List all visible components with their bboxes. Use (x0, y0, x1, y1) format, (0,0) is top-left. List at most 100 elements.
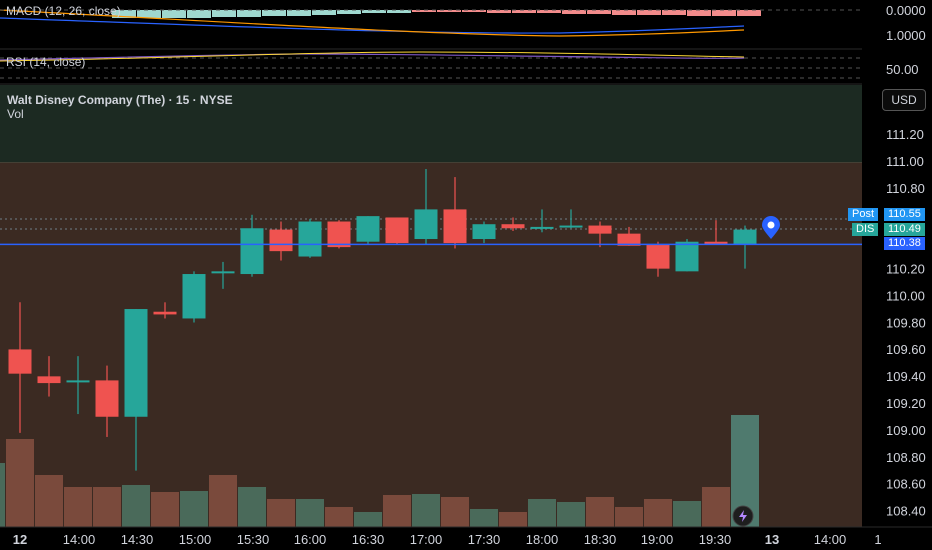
time-label: 14:00 (814, 532, 847, 547)
rsi-pane (0, 51, 862, 79)
macd-line (0, 17, 745, 34)
candle (124, 309, 148, 471)
price-tick: 111.00 (886, 154, 924, 169)
price-tick: 110.00 (886, 288, 925, 303)
volume-bar (673, 501, 701, 527)
price-tick: 109.80 (886, 315, 926, 330)
time-label: 17:30 (468, 532, 501, 547)
volume-bar (354, 512, 382, 527)
macd-bar (312, 10, 336, 15)
volume-bar (644, 499, 672, 527)
macd-bar (662, 10, 686, 15)
macd-bar (687, 10, 711, 16)
macd-bar (387, 10, 411, 13)
macd-bar (712, 10, 736, 16)
price-tick: 111.20 (886, 127, 924, 142)
candle (472, 221, 496, 244)
volume-bar (586, 497, 614, 527)
candle (588, 221, 612, 248)
price-tick: 108.60 (886, 477, 926, 492)
macd-bar (187, 10, 211, 18)
lightning-icon[interactable] (732, 505, 754, 527)
volume-bar (93, 487, 121, 527)
macd-histogram (112, 10, 761, 18)
volume-bar (499, 512, 527, 527)
macd-bar (512, 10, 536, 13)
time-label: 15:00 (179, 532, 212, 547)
rsi-legend[interactable]: RSI (14, close) (6, 55, 86, 69)
candle (153, 302, 177, 319)
volume-bar (6, 439, 34, 527)
candle (298, 218, 322, 258)
time-label: 16:30 (352, 532, 385, 547)
time-label: 19:30 (699, 532, 732, 547)
candle (704, 220, 728, 245)
time-label: 13 (765, 532, 779, 547)
macd-legend[interactable]: MACD (12, 26, close) (6, 4, 121, 18)
macd-bar (262, 10, 286, 16)
macd-bar (462, 10, 486, 12)
volume-bar (383, 495, 411, 527)
rsi-tick-50: 50.00 (886, 62, 919, 77)
post-tag-label: Post (848, 208, 879, 221)
macd-bar (562, 10, 586, 14)
price-tick: 109.00 (886, 423, 926, 438)
volume-bar (267, 499, 295, 527)
location-pin-icon[interactable] (762, 216, 780, 239)
candle (66, 356, 90, 415)
currency-button[interactable]: USD (882, 89, 926, 111)
price-tick: 108.80 (886, 450, 926, 465)
volume-legend[interactable]: Vol (7, 107, 24, 121)
dis-price-tag: 110.49 (884, 223, 925, 236)
time-axis[interactable] (0, 527, 932, 550)
candle (37, 356, 61, 397)
time-label: 15:30 (237, 532, 270, 547)
candle (240, 214, 264, 277)
symbol-title[interactable]: Walt Disney Company (The) · 15 · NYSE (7, 93, 233, 107)
candle (211, 261, 235, 289)
candle (95, 365, 119, 437)
time-label: 12 (13, 532, 27, 547)
macd-bar (287, 10, 311, 16)
candle (356, 216, 380, 245)
volume-bar (412, 494, 440, 527)
time-label: 14:00 (63, 532, 96, 547)
volume-bar (528, 499, 556, 527)
time-label: 19:00 (641, 532, 674, 547)
candle (646, 241, 670, 277)
candle (501, 217, 525, 231)
macd-bar (112, 10, 136, 18)
price-tick: 108.40 (886, 504, 926, 519)
volume-bar (470, 509, 498, 527)
macd-bar (537, 10, 561, 13)
candle (443, 177, 467, 249)
candle (559, 209, 583, 229)
last-price-tag: 110.38 (884, 237, 925, 250)
time-label: 1 (874, 532, 881, 547)
post-price-tag: 110.55 (884, 208, 925, 221)
macd-bar (337, 10, 361, 14)
rsi-ma-line (0, 51, 745, 62)
candle (617, 226, 641, 246)
volume-bar (0, 463, 5, 527)
dis-tag-label: DIS (852, 223, 879, 236)
volume-bar (702, 487, 730, 527)
time-label: 18:00 (526, 532, 559, 547)
volume-bar (557, 502, 585, 527)
macd-bar (162, 10, 186, 18)
macd-bar (437, 10, 461, 12)
time-label: 18:30 (584, 532, 617, 547)
macd-bar (587, 10, 611, 14)
candle (530, 209, 554, 233)
macd-pane (0, 9, 862, 37)
price-tick: 109.20 (886, 396, 926, 411)
price-tick: 110.80 (886, 181, 925, 196)
price-tick: 109.60 (886, 342, 926, 357)
price-tick: 109.40 (886, 369, 926, 384)
candle (182, 271, 206, 323)
premarket-background (0, 85, 862, 163)
volume-bar (441, 497, 469, 527)
candle (8, 302, 32, 433)
macd-tick-0: 0.0000 (886, 3, 926, 18)
